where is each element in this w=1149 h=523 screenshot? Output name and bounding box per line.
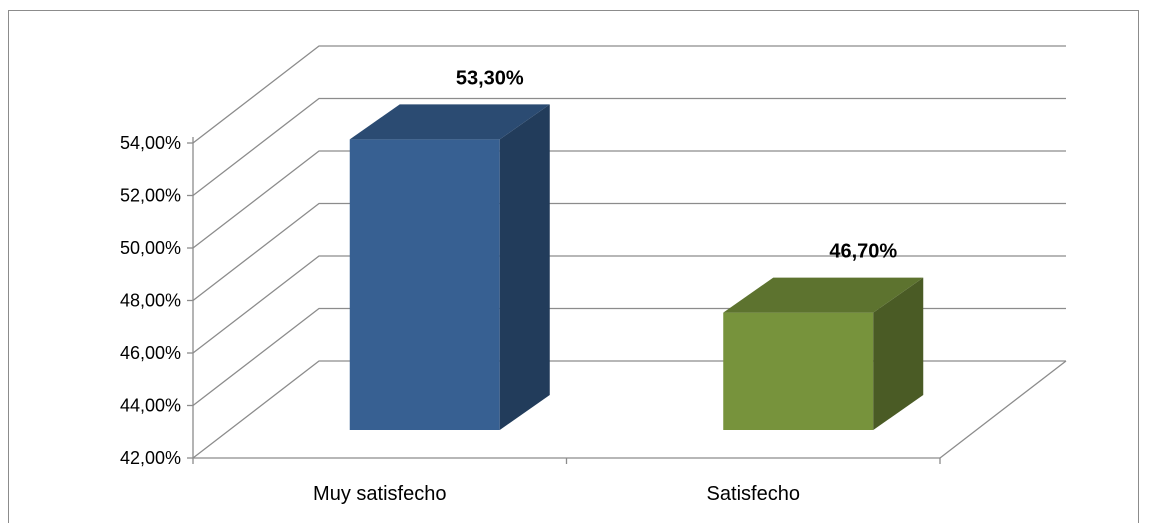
bar-front (723, 312, 874, 430)
gridline (192, 45, 1066, 144)
bar-front (349, 139, 500, 430)
gridline (192, 202, 1066, 302)
bar-2 (723, 277, 924, 430)
y-tick-label: 46,00% (120, 343, 181, 363)
labels: 42,00% 44,00% 46,00% 48,00% 50,00% 52,00% 54,0… (120, 67, 897, 505)
gridlines (192, 45, 1067, 459)
bar-top (349, 104, 550, 140)
chart-frame (8, 10, 1139, 523)
bar-side (873, 277, 924, 430)
bar-side (499, 104, 550, 430)
y-tick-label: 42,00% (120, 448, 181, 468)
data-label: 46,70% (829, 241, 897, 263)
gridline (192, 97, 1066, 197)
y-tick-label: 54,00% (120, 133, 181, 153)
gridline (192, 150, 1066, 249)
axes (187, 137, 941, 464)
bar-1 (349, 104, 550, 430)
x-category-label: Muy satisfecho (313, 483, 446, 505)
bars (349, 104, 924, 430)
gridline (192, 360, 1066, 459)
y-tick-label: 52,00% (120, 186, 181, 206)
floor-edge (939, 360, 1067, 459)
x-category-label: Satisfecho (707, 483, 800, 505)
y-tick-label: 44,00% (120, 396, 181, 416)
y-tick-label: 50,00% (120, 238, 181, 258)
y-tick-label: 48,00% (120, 291, 181, 311)
data-label: 53,30% (456, 67, 524, 89)
bar-top (723, 277, 924, 313)
gridline (192, 255, 1066, 354)
gridline (192, 307, 1066, 407)
